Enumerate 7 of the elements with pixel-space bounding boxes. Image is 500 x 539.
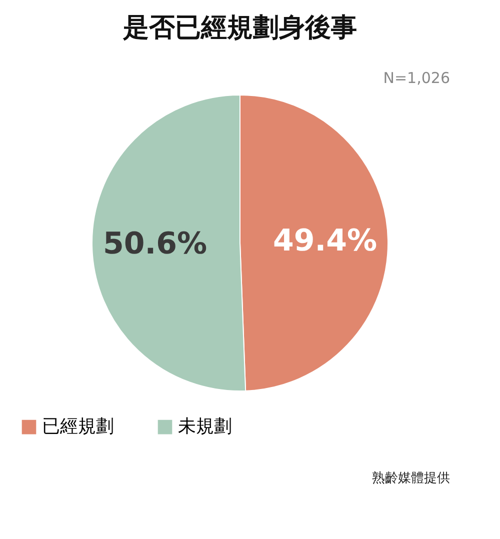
text: N=1,026 [383, 69, 450, 87]
legend-label: 已經規劃 [42, 416, 114, 438]
chart-title: 是否已經規劃身後事 [122, 13, 357, 43]
text: 熟齡媒體提供 [372, 471, 450, 486]
data-label: 50.6% [102, 226, 208, 262]
data-label: 49.4% [272, 223, 378, 258]
legend-label: 未規劃 [178, 416, 232, 438]
